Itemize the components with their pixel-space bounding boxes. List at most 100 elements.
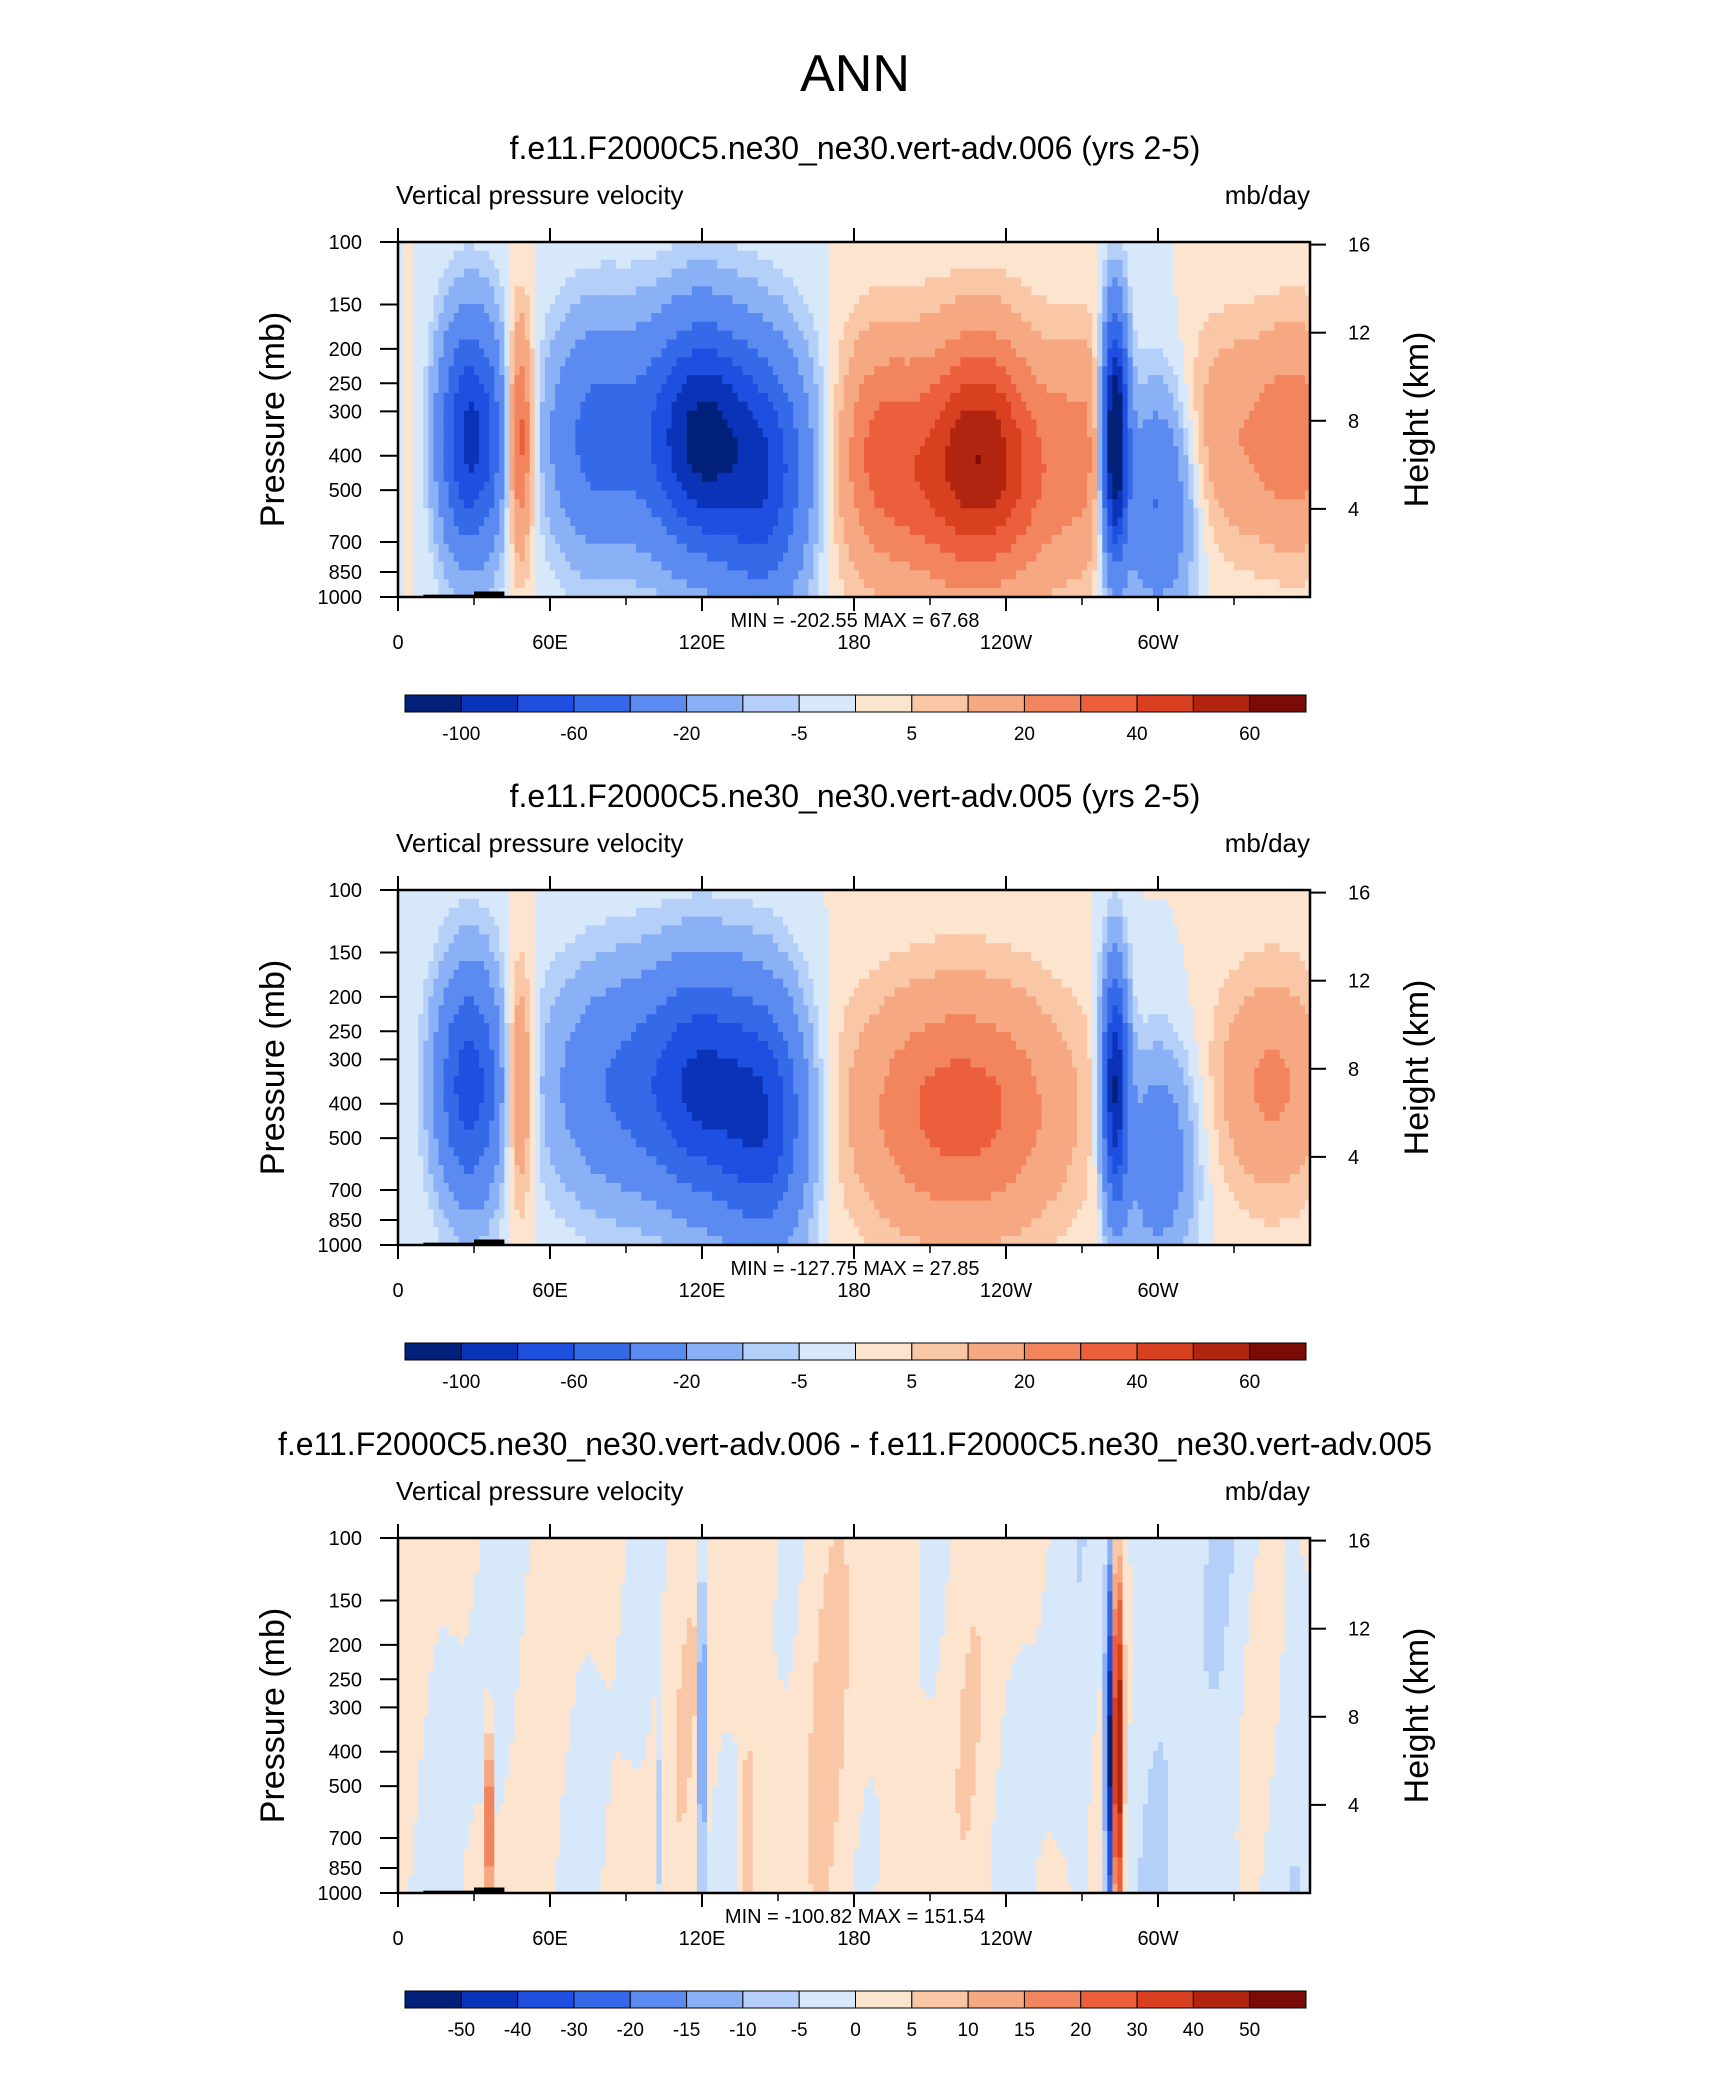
heatmap-cell — [1016, 295, 1022, 305]
heatmap-cell — [615, 313, 622, 323]
heatmap-cell — [869, 401, 875, 412]
heatmap-cell — [398, 437, 404, 447]
heatmap-cell — [1041, 277, 1048, 287]
heatmap-cell — [489, 295, 495, 305]
heatmap-cell — [514, 277, 521, 287]
heatmap-cell — [1183, 392, 1189, 403]
heatmap-cell — [1183, 428, 1189, 438]
heatmap-cell — [1223, 428, 1230, 438]
heatmap-cell — [1026, 428, 1032, 438]
heatmap-cell — [504, 295, 511, 305]
heatmap-cell — [818, 428, 825, 438]
heatmap-cell — [1299, 330, 1306, 341]
heatmap-cell — [484, 472, 490, 483]
heatmap-cell — [499, 339, 505, 350]
heatmap-cell — [1102, 277, 1108, 287]
heatmap-cell — [1274, 339, 1281, 350]
heatmap-cell — [869, 357, 875, 367]
heatmap-cell — [615, 286, 622, 296]
heatmap-cell — [940, 277, 946, 287]
heatmap-cell — [408, 357, 414, 367]
heatmap-cell — [707, 481, 713, 492]
heatmap-cell — [413, 295, 419, 305]
heatmap-cell — [1213, 455, 1220, 465]
heatmap-cell — [919, 321, 926, 332]
heatmap-cell — [1259, 321, 1265, 332]
heatmap-cell — [778, 357, 784, 367]
heatmap-cell — [1071, 392, 1078, 403]
heatmap-cell — [909, 401, 916, 412]
heatmap-cell — [651, 321, 657, 332]
heatmap-cell — [1041, 304, 1048, 314]
heatmap-cell — [636, 446, 642, 456]
heatmap-cell — [443, 242, 450, 252]
heatmap-cell — [1082, 321, 1088, 332]
heatmap-cell — [1092, 277, 1098, 287]
heatmap-cell — [1294, 392, 1301, 403]
heatmap-cell — [970, 330, 977, 341]
heatmap-cell — [534, 472, 541, 483]
heatmap-cell — [1264, 437, 1271, 447]
heatmap-cell — [504, 472, 511, 483]
heatmap-cell — [580, 259, 587, 270]
heatmap-cell — [778, 250, 784, 261]
heatmap-cell — [1142, 268, 1149, 279]
heatmap-cell — [555, 419, 561, 429]
heatmap-cell — [798, 419, 804, 429]
heatmap-cell — [965, 392, 972, 403]
heatmap-cell — [793, 410, 799, 421]
heatmap-cell — [940, 401, 946, 412]
heatmap-cell — [514, 242, 521, 252]
heatmap-cell — [1117, 375, 1124, 385]
heatmap-cell — [458, 339, 465, 350]
heatmap-cell — [626, 366, 632, 376]
heatmap-cell — [1087, 410, 1093, 421]
heatmap-cell — [423, 250, 429, 261]
heatmap-cell — [833, 339, 840, 350]
heatmap-cell — [1223, 295, 1230, 305]
heatmap-cell — [570, 286, 576, 296]
heatmap-cell — [534, 348, 541, 358]
heatmap-cell — [1097, 437, 1103, 447]
heatmap-cell — [843, 321, 850, 332]
heatmap-cell — [762, 455, 769, 465]
heatmap-cell — [767, 401, 774, 412]
heatmap-cell — [463, 455, 470, 465]
heatmap-cell — [1076, 304, 1083, 314]
heatmap-cell — [980, 472, 987, 483]
heatmap-cell — [864, 401, 870, 412]
heatmap-cell — [1107, 366, 1113, 376]
heatmap-cell — [1122, 313, 1129, 323]
heatmap-cell — [1117, 295, 1124, 305]
heatmap-cell — [631, 410, 637, 421]
heatmap-cell — [433, 357, 440, 367]
heatmap-cell — [742, 392, 749, 403]
heatmap-cell — [1051, 295, 1058, 305]
heatmap-cell — [924, 277, 931, 287]
heatmap-cell — [930, 472, 936, 483]
heatmap-cell — [1092, 366, 1098, 376]
heatmap-cell — [489, 419, 495, 429]
heatmap-cell — [428, 366, 435, 376]
heatmap-cell — [1234, 250, 1240, 261]
heatmap-cell — [732, 313, 739, 323]
heatmap-cell — [935, 277, 941, 287]
heatmap-cell — [1031, 250, 1037, 261]
heatmap-cell — [428, 472, 435, 483]
heatmap-cell — [641, 348, 647, 358]
heatmap-cell — [458, 259, 465, 270]
heatmap-cell — [550, 446, 556, 456]
heatmap-cell — [762, 339, 769, 350]
heatmap-cell — [1127, 446, 1134, 456]
heatmap-cell — [742, 375, 749, 385]
heatmap-cell — [651, 259, 657, 270]
heatmap-cell — [484, 366, 490, 376]
heatmap-cell — [696, 295, 703, 305]
heatmap-cell — [575, 321, 581, 332]
heatmap-cell — [1000, 446, 1007, 456]
heatmap-cell — [671, 428, 678, 438]
heatmap-cell — [620, 348, 627, 358]
heatmap-cell — [691, 446, 698, 456]
heatmap-cell — [1117, 348, 1124, 358]
heatmap-cell — [985, 313, 992, 323]
